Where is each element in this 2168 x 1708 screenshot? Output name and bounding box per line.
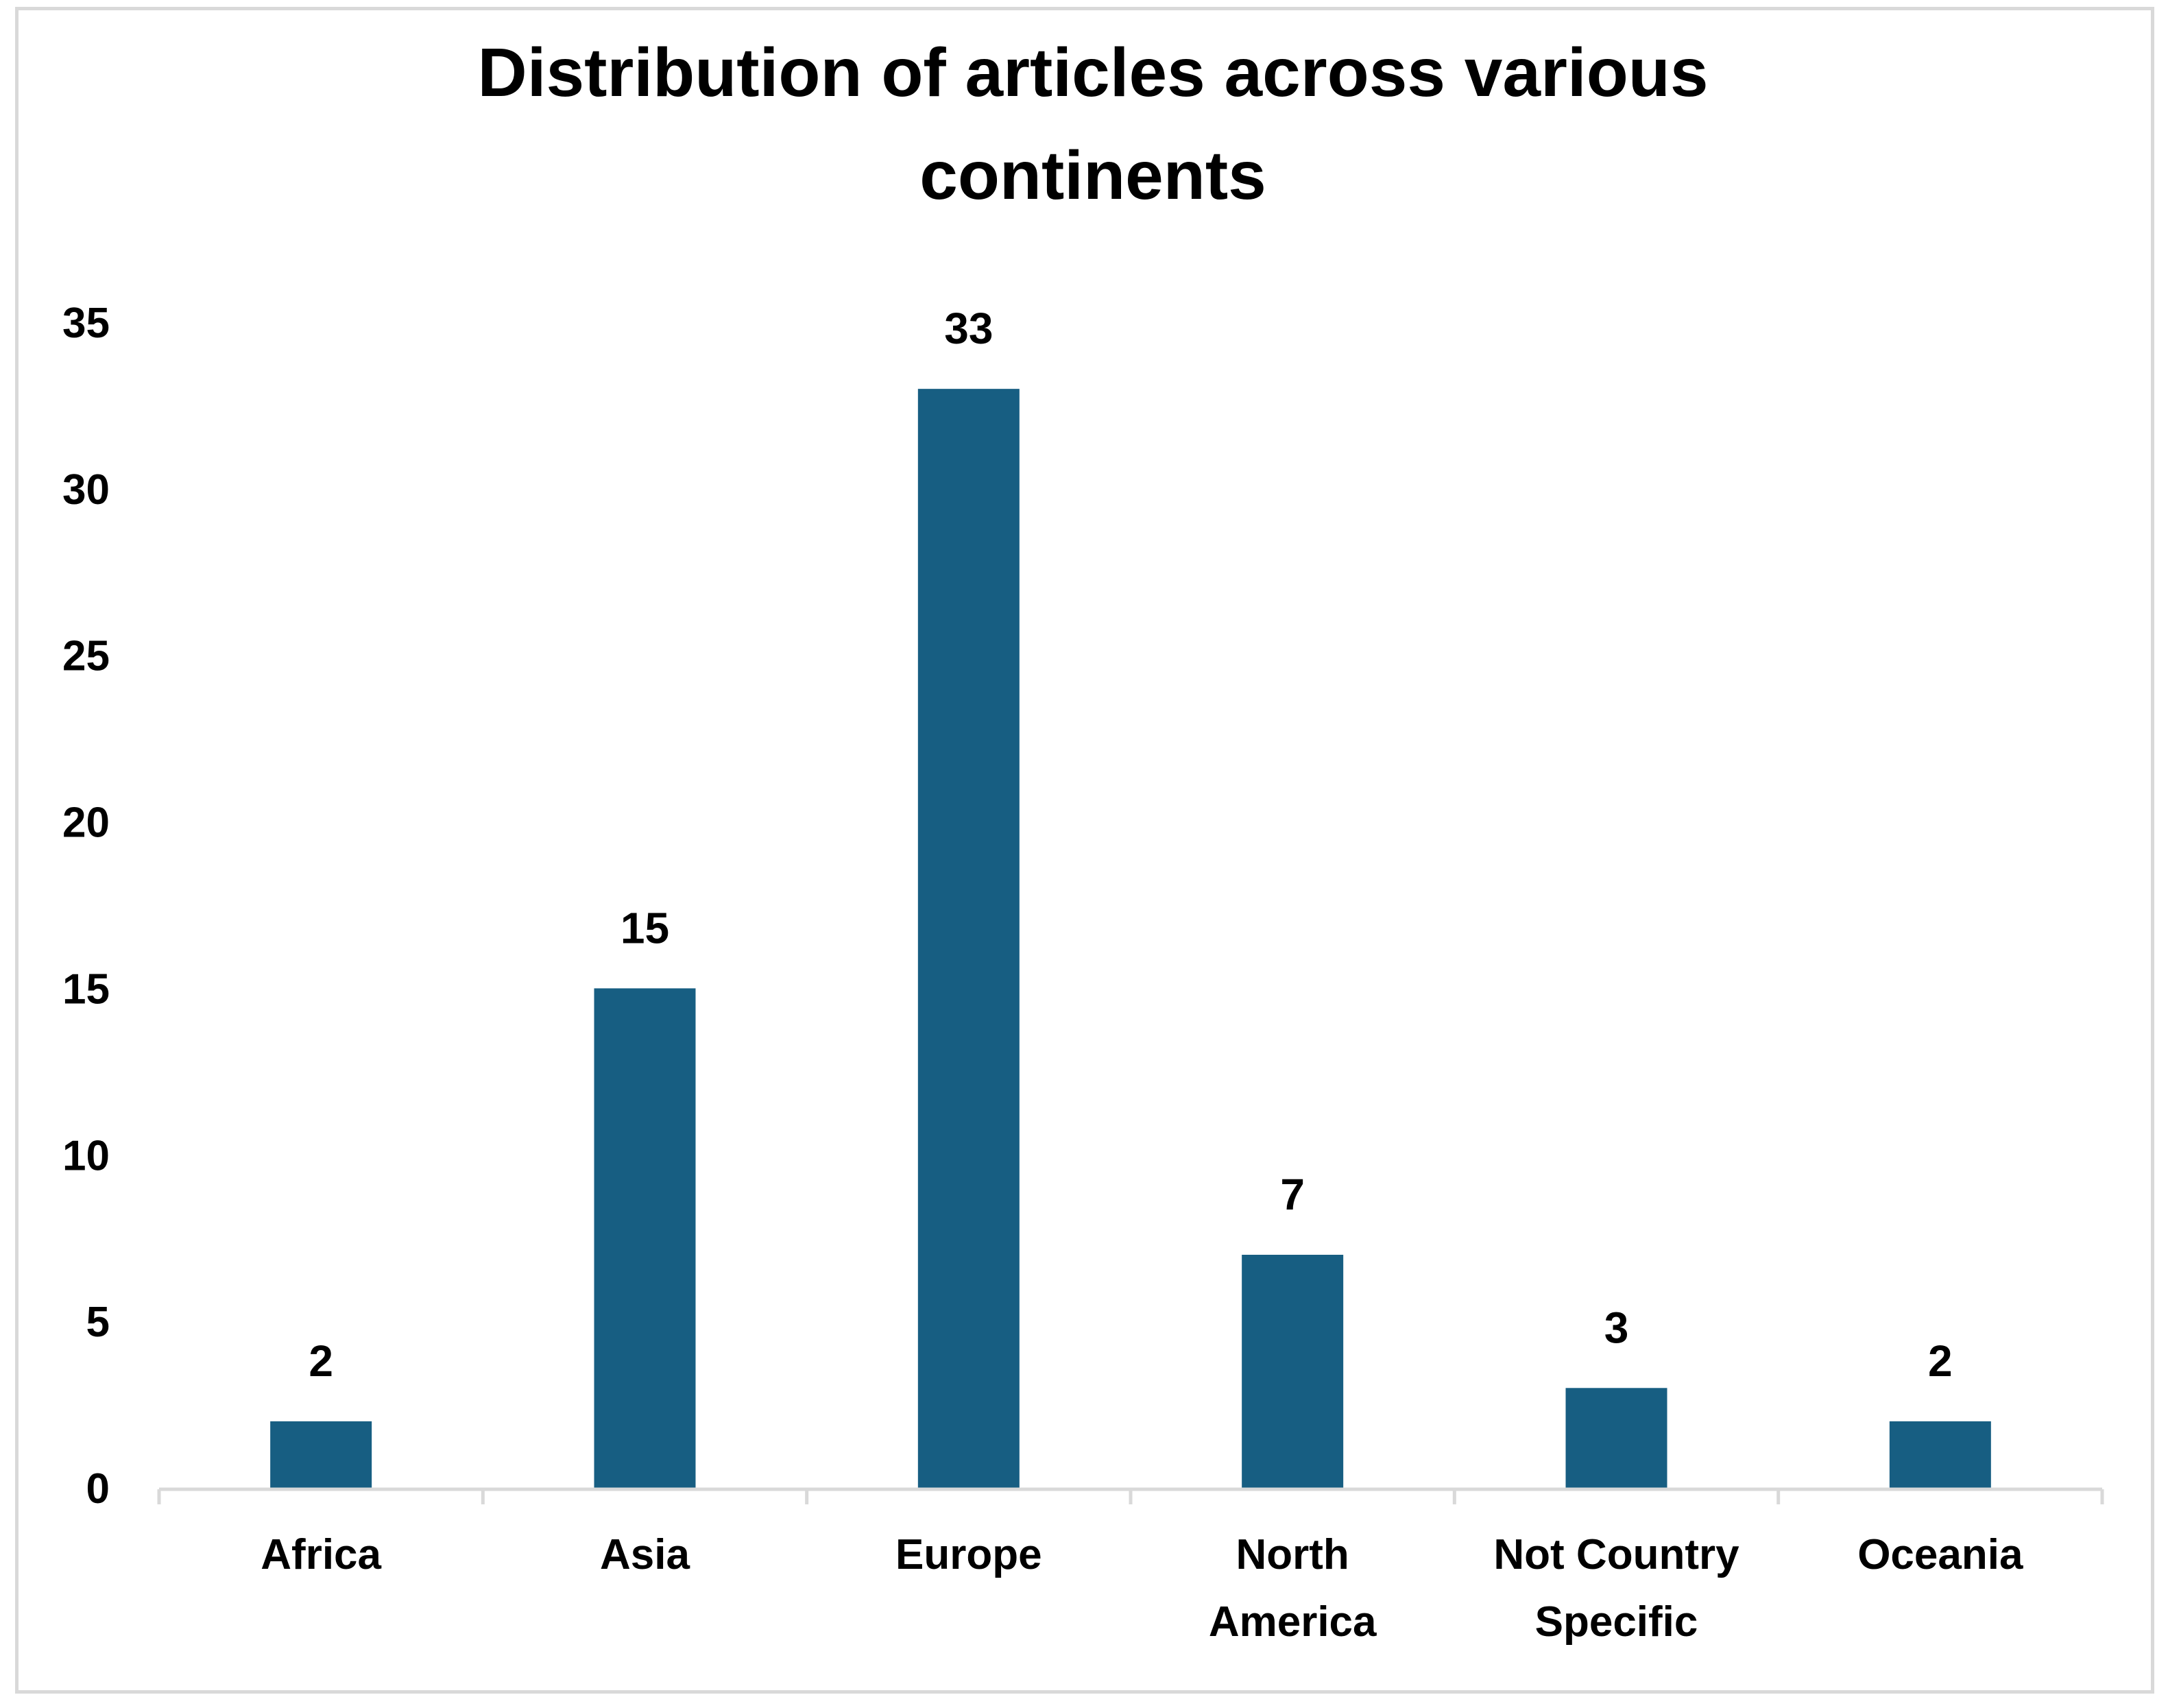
x-axis (157, 1487, 2104, 1504)
data-label: 3 (1604, 1303, 1629, 1352)
y-tick-label: 5 (86, 1299, 110, 1346)
data-label: 33 (944, 304, 993, 353)
x-tick-label: Africa (261, 1531, 381, 1578)
chart-title-line-2: continents (919, 137, 1266, 214)
bar-asia (594, 988, 696, 1488)
bars (270, 389, 1991, 1489)
x-tick-label: Oceania (1857, 1531, 2023, 1578)
y-tick-label: 25 (62, 633, 110, 680)
chart-frame (15, 7, 2154, 1694)
x-tick-label: Specific (1535, 1598, 1698, 1646)
y-tick-label: 20 (62, 799, 110, 847)
bar-africa (270, 1421, 372, 1488)
y-tick-label: 15 (62, 965, 110, 1013)
x-axis-tick-labels: Africa Asia Europe North America Not Country S… (261, 1531, 2023, 1646)
y-tick-label: 10 (62, 1132, 110, 1179)
bar-not-country-specific (1565, 1388, 1667, 1488)
chart-title: Distribution of articles across various c… (478, 34, 1709, 214)
chart-title-line-1: Distribution of articles across various (478, 34, 1709, 111)
x-tick-label: North (1236, 1531, 1349, 1578)
x-tick-label: America (1209, 1598, 1377, 1646)
y-axis-tick-labels: 0 5 10 15 20 25 30 35 (62, 300, 110, 1513)
bar-oceania (1889, 1421, 1991, 1488)
data-label: 15 (621, 903, 669, 952)
data-label: 2 (309, 1336, 333, 1386)
bar-europe (917, 389, 1020, 1489)
y-tick-label: 30 (62, 466, 110, 514)
x-tick-label: Not Country (1493, 1531, 1739, 1578)
x-tick-label: Europe (895, 1531, 1042, 1578)
data-label: 7 (1280, 1170, 1305, 1219)
data-labels: 2 15 33 7 3 2 (309, 304, 1952, 1386)
bar-north-america (1242, 1255, 1344, 1488)
data-label: 2 (1928, 1336, 1953, 1386)
y-tick-label: 35 (62, 300, 110, 347)
y-tick-label: 0 (86, 1465, 110, 1513)
x-tick-label: Asia (600, 1531, 690, 1578)
